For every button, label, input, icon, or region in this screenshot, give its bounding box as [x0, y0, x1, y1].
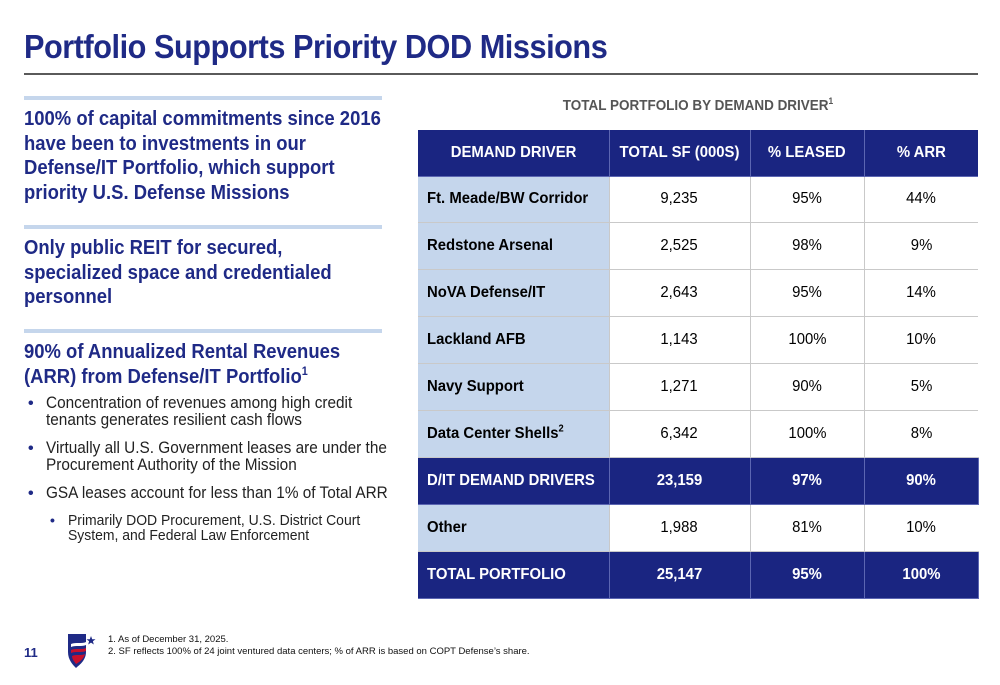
row-label: Redstone Arsenal [418, 222, 610, 271]
table-row: Navy Support 1,271 90% 5% [418, 363, 978, 411]
cell-arr: 5% [864, 363, 978, 411]
table-row: Data Center Shells2 6,342 100% 8% [418, 410, 978, 458]
section-arr: 90% of Annualized Rental Revenues (ARR) … [24, 333, 388, 544]
bullet-text: Virtually all U.S. Government leases are… [46, 439, 387, 474]
section-capital-commitments: 100% of capital commitments since 2016 h… [24, 100, 382, 225]
table-title-text: TOTAL PORTFOLIO BY DEMAND DRIVER [562, 98, 829, 114]
cell-total-sf: 25,147 [609, 551, 751, 599]
bullet-icon: • [50, 512, 55, 528]
cell-total-sf: 9,235 [609, 176, 751, 224]
cell-total-sf: 1,271 [609, 363, 751, 411]
section-heading: Only public REIT for secured, specialize… [24, 236, 332, 308]
table-row: NoVA Defense/IT 2,643 95% 14% [418, 269, 978, 318]
page-title: Portfolio Supports Priority DOD Missions [24, 28, 608, 65]
section-heading: 90% of Annualized Rental Revenues (ARR) … [24, 333, 382, 389]
cell-arr: 10% [864, 316, 978, 365]
table-row: Other 1,988 81% 10% [418, 504, 978, 552]
footnote-marker: 1 [301, 363, 308, 378]
cell-total-sf: 6,342 [609, 410, 751, 458]
list-item: • GSA leases account for less than 1% of … [24, 485, 388, 503]
section-divider [24, 96, 382, 100]
title-divider [24, 73, 978, 75]
cell-arr: 10% [864, 504, 978, 552]
column-header: % LEASED [750, 130, 865, 177]
cell-total-sf: 1,988 [609, 504, 751, 552]
table-title: TOTAL PORTFOLIO BY DEMAND DRIVER1 [438, 96, 959, 114]
bullet-text: GSA leases account for less than 1% of T… [46, 484, 388, 502]
heading-text: 90% of Annualized Rental Revenues (ARR) … [24, 340, 341, 388]
row-label: D/IT DEMAND DRIVERS [418, 457, 610, 505]
copt-defense-logo-icon [68, 634, 96, 668]
cell-leased: 100% [750, 410, 865, 458]
footnote-marker: 1 [828, 96, 834, 107]
list-item: • Virtually all U.S. Government leases ar… [24, 440, 387, 474]
table-subtotal-row: D/IT DEMAND DRIVERS 23,159 97% 90% [418, 457, 979, 505]
bullet-text: Concentration of revenues among high cre… [46, 394, 353, 429]
row-label: Navy Support [418, 363, 610, 411]
footnote: 1. As of December 31, 2025. [108, 634, 229, 645]
row-label: Other [418, 504, 610, 552]
row-label: NoVA Defense/IT [418, 269, 610, 318]
cell-arr: 8% [864, 410, 978, 458]
bullet-list: • Concentration of revenues among high cr… [24, 395, 388, 544]
row-label: Data Center Shells2 [418, 410, 610, 458]
cell-leased: 81% [750, 504, 865, 552]
bullet-text: Primarily DOD Procurement, U.S. District… [68, 512, 361, 544]
page-number: 11 [24, 645, 38, 660]
section-divider [24, 225, 382, 229]
cell-total-sf: 2,525 [609, 222, 751, 271]
footnote-marker: 2 [558, 423, 564, 435]
portfolio-table: DEMAND DRIVER TOTAL SF (000S) % LEASED %… [418, 130, 979, 599]
table-row: Ft. Meade/BW Corridor 9,235 95% 44% [418, 176, 978, 224]
cell-leased: 98% [750, 222, 865, 271]
cell-total-sf: 2,643 [609, 269, 751, 318]
cell-total-sf: 23,159 [609, 457, 751, 505]
cell-leased: 95% [750, 269, 865, 318]
cell-leased: 100% [750, 316, 865, 365]
cell-arr: 90% [864, 457, 979, 505]
cell-leased: 97% [750, 457, 865, 505]
cell-total-sf: 1,143 [609, 316, 751, 365]
column-header: % ARR [864, 130, 978, 177]
cell-arr: 9% [864, 222, 978, 271]
section-divider [24, 329, 382, 333]
row-label: Lackland AFB [418, 316, 610, 365]
list-item: • Concentration of revenues among high cr… [24, 395, 382, 429]
table-total-row: TOTAL PORTFOLIO 25,147 95% 100% [418, 551, 979, 599]
cell-leased: 95% [750, 551, 865, 599]
cell-arr: 14% [864, 269, 978, 318]
section-public-reit: Only public REIT for secured, specialize… [24, 229, 382, 329]
cell-arr: 100% [864, 551, 979, 599]
cell-arr: 44% [864, 176, 978, 224]
left-column: 100% of capital commitments since 2016 h… [24, 96, 388, 554]
footnotes: 1. As of December 31, 2025. 2. SF reflec… [108, 634, 530, 658]
bullet-icon: • [28, 485, 34, 502]
column-header: DEMAND DRIVER [418, 130, 610, 177]
table-header-row: DEMAND DRIVER TOTAL SF (000S) % LEASED %… [418, 130, 978, 177]
bullet-icon: • [28, 395, 34, 412]
cell-leased: 95% [750, 176, 865, 224]
cell-leased: 90% [750, 363, 865, 411]
bullet-icon: • [28, 440, 34, 457]
table-row: Lackland AFB 1,143 100% 10% [418, 316, 978, 365]
row-label: TOTAL PORTFOLIO [418, 551, 610, 599]
column-header: TOTAL SF (000S) [609, 130, 751, 177]
section-heading: 100% of capital commitments since 2016 h… [24, 107, 381, 204]
footnote: 2. SF reflects 100% of 24 joint ventured… [108, 646, 530, 657]
table-row: Redstone Arsenal 2,525 98% 9% [418, 222, 978, 271]
sub-list-item: • Primarily DOD Procurement, U.S. Distric… [24, 512, 382, 544]
row-label: Ft. Meade/BW Corridor [418, 176, 610, 224]
